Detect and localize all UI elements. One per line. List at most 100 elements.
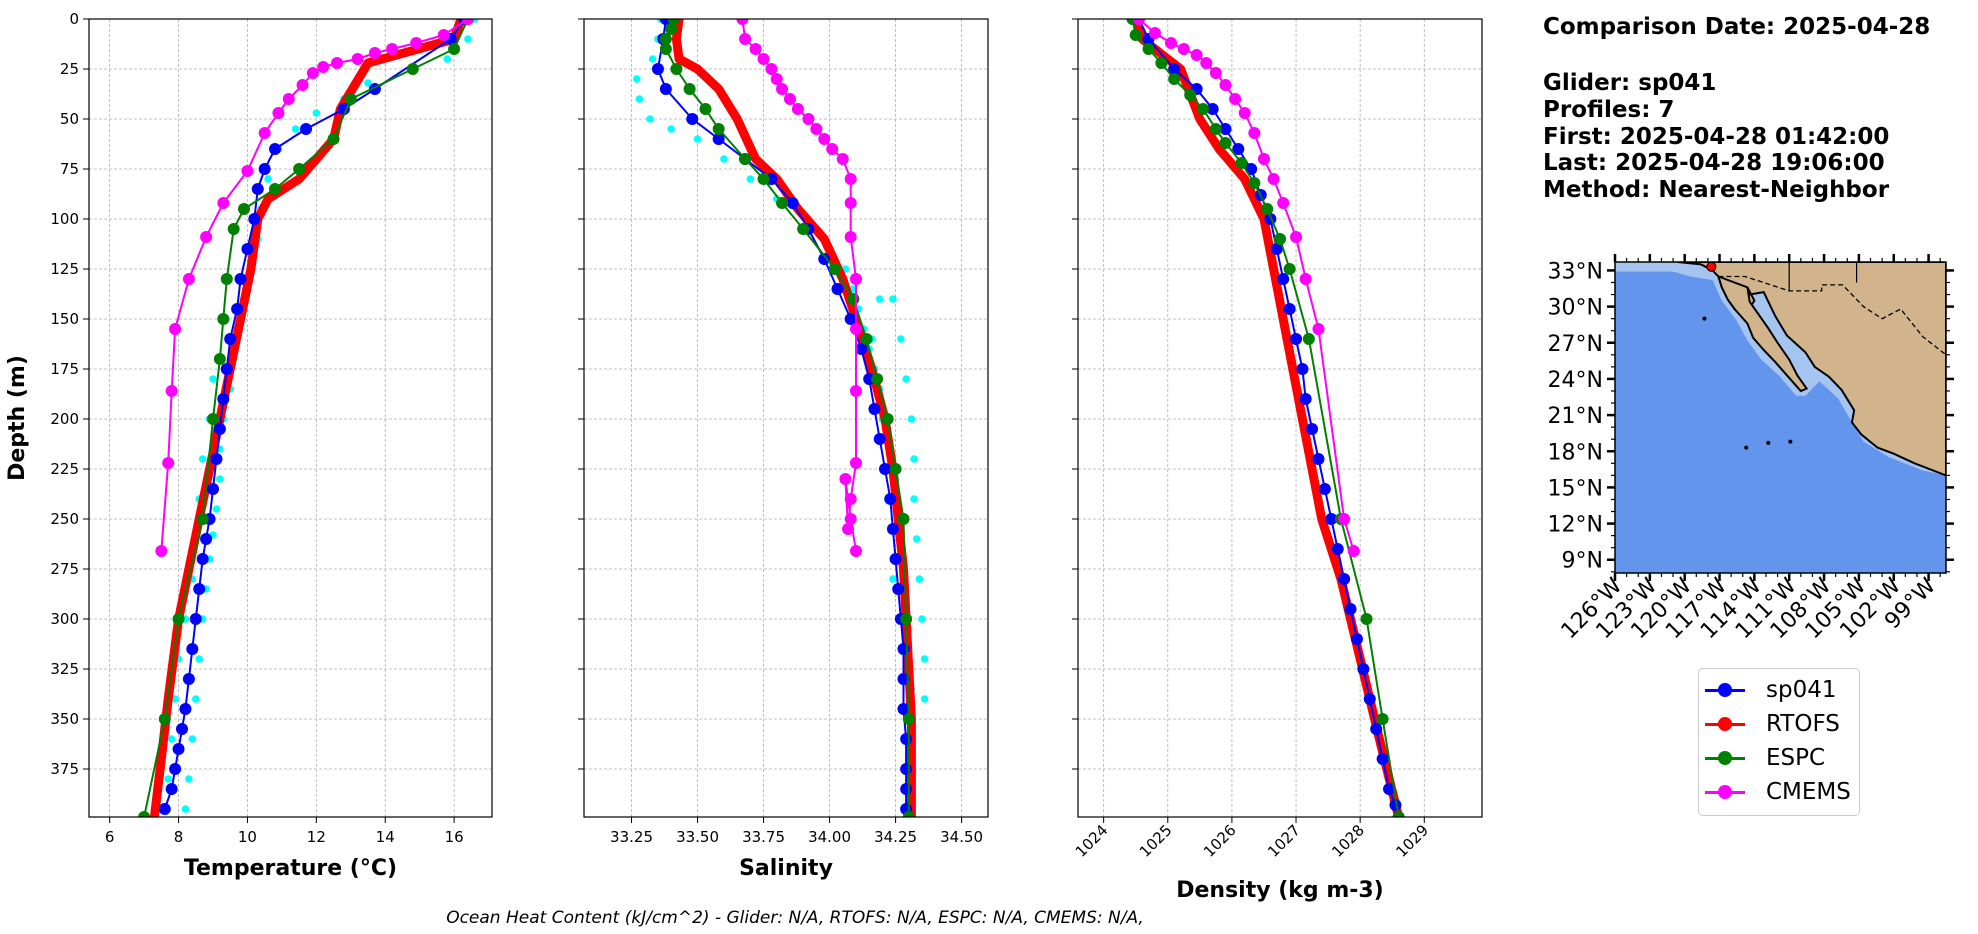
series-point-sp041 bbox=[900, 783, 913, 795]
map-lat-label: 33°N bbox=[1548, 259, 1603, 284]
series-point-sp041 bbox=[176, 723, 188, 735]
series-point-espc bbox=[196, 513, 209, 525]
axes-frame bbox=[88, 18, 493, 818]
series-point-cmems bbox=[749, 43, 762, 55]
series-point-sp041 bbox=[884, 493, 897, 505]
series-point-cmems bbox=[200, 231, 213, 243]
plot-area bbox=[633, 19, 929, 817]
raw-glider-point bbox=[667, 125, 675, 133]
series-point-sp041 bbox=[786, 197, 799, 209]
y-tick-label: 225 bbox=[50, 460, 79, 478]
series-point-cmems bbox=[791, 103, 804, 115]
raw-glider-point bbox=[198, 455, 207, 463]
series-point-cmems bbox=[842, 523, 855, 535]
series-point-espc bbox=[1219, 137, 1232, 149]
series-point-espc bbox=[269, 183, 281, 195]
series-point-cmems bbox=[1347, 545, 1360, 557]
plot-area bbox=[1126, 19, 1405, 817]
series-point-cmems bbox=[1238, 107, 1251, 119]
island bbox=[1788, 439, 1793, 444]
raw-glider-point bbox=[889, 295, 897, 303]
series-point-sp041 bbox=[1206, 103, 1219, 115]
legend-item-sp041: sp041 bbox=[1699, 673, 1859, 707]
series-point-espc bbox=[665, 23, 678, 35]
series-point-espc bbox=[902, 713, 915, 725]
raw-glider-point bbox=[648, 55, 657, 63]
x-tick-label: 14 bbox=[376, 828, 395, 846]
x-tick-label: 1025 bbox=[1136, 821, 1176, 861]
series-point-espc bbox=[683, 83, 696, 95]
series-point-sp041 bbox=[241, 243, 254, 255]
map-lat-label: 30°N bbox=[1548, 296, 1603, 321]
series-point-cmems bbox=[272, 107, 285, 119]
y-tick-label: 50 bbox=[60, 110, 79, 128]
y-tick-label: 350 bbox=[50, 710, 79, 728]
series-point-espc bbox=[871, 373, 884, 385]
series-point-sp041 bbox=[179, 703, 192, 715]
legend-label: ESPC bbox=[1766, 745, 1826, 771]
series-point-sp041 bbox=[868, 403, 881, 415]
first-time: First: 2025-04-28 01:42:00 bbox=[1543, 124, 1890, 150]
x-tick-label: 1024 bbox=[1072, 821, 1112, 861]
series-point-sp041 bbox=[200, 533, 213, 545]
raw-glider-point bbox=[915, 575, 924, 583]
series-point-espc bbox=[712, 123, 725, 135]
series-point-cmems bbox=[1132, 19, 1145, 25]
series-point-cmems bbox=[836, 153, 849, 165]
raw-glider-point bbox=[907, 415, 916, 423]
map-lat-label: 18°N bbox=[1548, 440, 1603, 465]
series-point-espc bbox=[1142, 43, 1155, 55]
last-time: Last: 2025-04-28 19:06:00 bbox=[1543, 150, 1885, 176]
series-point-espc bbox=[213, 353, 226, 365]
series-point-cmems bbox=[1257, 153, 1270, 165]
series-point-sp041 bbox=[1318, 483, 1331, 495]
legend-marker bbox=[1718, 785, 1732, 799]
series-point-cmems bbox=[765, 63, 778, 75]
series-point-espc bbox=[1155, 57, 1168, 69]
glider-name: Glider: sp041 bbox=[1543, 70, 1717, 96]
series-point-sp041 bbox=[1306, 423, 1319, 435]
series-point-sp041 bbox=[651, 63, 664, 75]
y-tick-label: 150 bbox=[50, 310, 79, 328]
series-point-cmems bbox=[757, 53, 770, 65]
series-point-cmems bbox=[1299, 273, 1312, 285]
series-point-cmems bbox=[306, 67, 319, 79]
series-point-sp041 bbox=[207, 483, 219, 495]
legend-marker bbox=[1718, 751, 1732, 765]
series-point-cmems bbox=[849, 323, 862, 335]
legend: sp041 RTOFS ESPC CMEMS bbox=[1698, 668, 1860, 816]
raw-glider-point bbox=[897, 335, 905, 343]
y-tick-label: 125 bbox=[50, 260, 79, 278]
x-tick-label: 1027 bbox=[1264, 821, 1304, 861]
series-point-espc bbox=[238, 203, 250, 215]
series-point-cmems bbox=[839, 473, 852, 485]
map-panel: 33°N30°N27°N24°N21°N18°N15°N12°N9°N126°W… bbox=[1548, 254, 1954, 644]
raw-glider-point bbox=[720, 155, 728, 163]
series-point-espc bbox=[828, 263, 841, 275]
series-point-espc bbox=[699, 103, 712, 115]
map-lat-label: 27°N bbox=[1548, 332, 1603, 357]
series-point-espc bbox=[900, 613, 913, 625]
series-point-cmems bbox=[739, 33, 752, 45]
legend-label: RTOFS bbox=[1766, 711, 1840, 737]
series-point-espc bbox=[1274, 233, 1286, 245]
series-point-espc bbox=[327, 133, 340, 145]
legend-marker bbox=[1718, 683, 1732, 697]
series-point-cmems bbox=[1190, 49, 1203, 61]
series-point-espc bbox=[1235, 157, 1248, 169]
comparison-date: Comparison Date: 2025-04-28 bbox=[1543, 14, 1931, 40]
raw-glider-point bbox=[646, 115, 654, 123]
raw-glider-point bbox=[693, 135, 702, 143]
series-point-sp041 bbox=[712, 133, 725, 145]
series-point-sp041 bbox=[844, 313, 857, 325]
series-point-sp041 bbox=[1370, 723, 1383, 735]
series-point-sp041 bbox=[1325, 513, 1338, 525]
series-point-espc bbox=[659, 33, 672, 45]
raw-glider-point bbox=[875, 295, 884, 303]
series-line-rtofs bbox=[1131, 19, 1404, 817]
x-tick-label: 10 bbox=[238, 828, 257, 846]
series-point-espc bbox=[1283, 263, 1296, 275]
series-point-cmems bbox=[849, 457, 862, 469]
x-axis-label: Salinity bbox=[739, 856, 833, 881]
series-point-sp041 bbox=[1383, 783, 1396, 795]
